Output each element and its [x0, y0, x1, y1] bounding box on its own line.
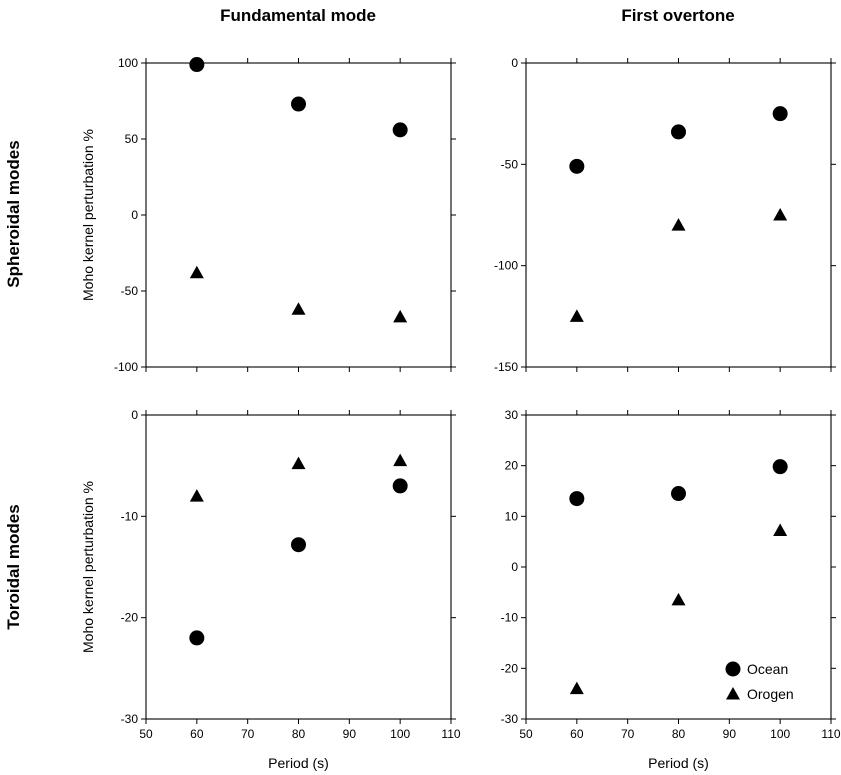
y-tick-label: -100	[114, 360, 138, 374]
y-tick-label: 30	[505, 408, 519, 422]
panel-spheroidal-fundamental: -100 -50 0 50 100 Moho kernel perturbation %	[80, 56, 456, 374]
panel-spheroidal-overtone: -150 -100 -50 0	[494, 56, 836, 374]
data-point-ocean	[189, 57, 205, 73]
data-point-orogen	[291, 456, 306, 470]
x-tick-label: 110	[821, 727, 840, 741]
data-point-ocean	[569, 491, 585, 507]
y-tick-label: -30	[121, 712, 139, 726]
legend-label-orogen: Orogen	[747, 686, 794, 702]
data-point-orogen	[569, 309, 584, 322]
data-point-ocean	[392, 478, 408, 494]
y-tick-label: -30	[501, 712, 519, 726]
x-tick-label: 100	[770, 727, 790, 741]
data-point-ocean	[291, 537, 306, 553]
y-tick-label: -20	[501, 661, 519, 675]
y-tick-label: 20	[505, 459, 519, 473]
x-tick-label: 80	[292, 727, 306, 741]
data-point-orogen	[189, 265, 204, 279]
x-tick-label: 80	[672, 727, 686, 741]
y-tick-label: 100	[118, 56, 138, 70]
x-tick-label: 60	[190, 727, 204, 741]
x-tick-label: 100	[390, 727, 410, 741]
panel-toroidal-overtone: 50 60 70 80 90 100 110 -30 -20 -10 0 10 20 30 Period (…	[501, 408, 841, 771]
data-point-ocean	[291, 96, 306, 112]
y-tick-label: -10	[121, 509, 139, 523]
y-tick-label: -10	[501, 611, 519, 625]
x-axis-label: Period (s)	[648, 755, 709, 771]
y-axis-label: Moho kernel perturbation %	[80, 129, 96, 301]
y-tick-label: -150	[494, 360, 518, 374]
data-point-orogen	[773, 208, 788, 221]
data-point-ocean	[671, 124, 686, 140]
legend: Ocean Orogen	[725, 661, 794, 702]
x-tick-label: 90	[343, 727, 357, 741]
column-title-fundamental: Fundamental mode	[220, 6, 376, 25]
y-tick-label: 0	[511, 560, 518, 574]
y-tick-label: -50	[121, 284, 139, 298]
data-point-orogen	[671, 592, 686, 606]
data-point-orogen	[569, 681, 584, 695]
data-point-ocean	[671, 486, 686, 502]
y-axis-label: Moho kernel perturbation %	[80, 481, 96, 653]
panel-toroidal-fundamental: 50 60 70 80 90 100 110 -30 -20 -10 0 Moho kernel pe…	[80, 408, 461, 771]
x-axis-label: Period (s)	[268, 755, 329, 771]
data-point-ocean	[772, 459, 788, 475]
y-tick-label: -20	[121, 611, 139, 625]
data-point-orogen	[291, 302, 306, 315]
data-point-ocean	[392, 122, 408, 138]
y-tick-label: 50	[125, 132, 139, 146]
data-point-orogen	[189, 489, 204, 502]
data-point-orogen	[393, 453, 408, 467]
data-point-orogen	[773, 523, 788, 537]
x-tick-label: 70	[621, 727, 635, 741]
data-point-ocean	[772, 106, 788, 122]
y-tick-label: -100	[494, 259, 518, 273]
x-tick-label: 110	[441, 727, 460, 741]
x-tick-label: 50	[139, 727, 153, 741]
x-tick-label: 50	[519, 727, 533, 741]
column-title-overtone: First overtone	[621, 6, 735, 25]
x-tick-label: 70	[241, 727, 255, 741]
x-tick-label: 60	[570, 727, 584, 741]
legend-marker-ocean	[725, 661, 741, 677]
data-point-ocean	[189, 630, 205, 646]
legend-marker-orogen	[726, 687, 740, 700]
data-point-orogen	[671, 218, 686, 231]
data-point-ocean	[569, 158, 585, 174]
x-tick-label: 90	[723, 727, 737, 741]
y-tick-label: 10	[505, 509, 519, 523]
data-point-orogen	[393, 309, 408, 323]
y-tick-label: 0	[511, 56, 518, 70]
y-tick-label: 0	[131, 208, 138, 222]
y-tick-label: 0	[131, 408, 138, 422]
legend-label-ocean: Ocean	[747, 661, 788, 677]
y-tick-label: -50	[501, 157, 519, 171]
